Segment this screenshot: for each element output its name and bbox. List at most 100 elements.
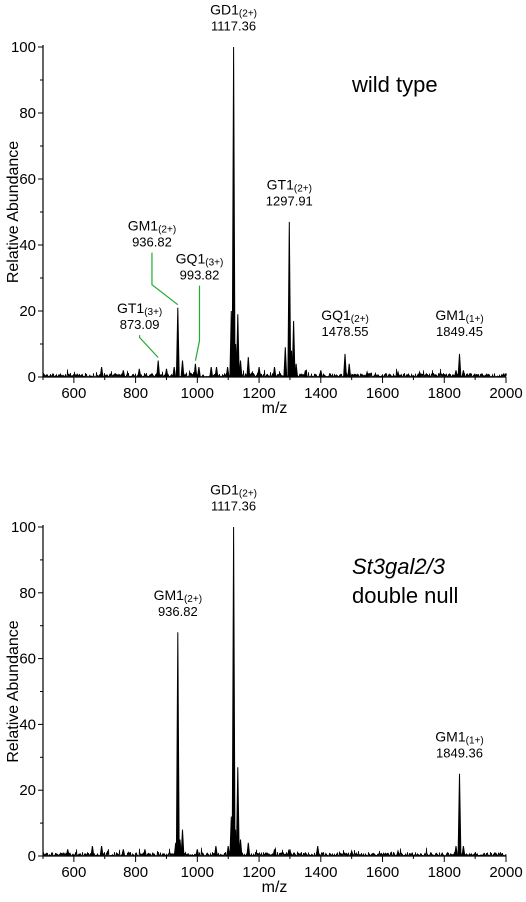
- x-tick-label: 1000: [181, 385, 214, 402]
- spectrum-peak-19: [257, 367, 261, 378]
- spectrum-peak-21: [349, 849, 354, 857]
- spectrum-peak-2: [137, 368, 142, 378]
- peak-annotation-name: GM1(2+): [154, 587, 202, 605]
- spectrum-peak-21: [283, 347, 288, 378]
- sample-label: wild type: [351, 72, 438, 97]
- x-tick-label: 600: [61, 385, 86, 402]
- y-tick-label: 100: [11, 519, 36, 536]
- spectrum-peak-17: [246, 842, 251, 857]
- y-tick-label: 80: [19, 585, 36, 602]
- spectrum-peak-0: [99, 367, 104, 378]
- peak-charge: (1+): [466, 735, 484, 746]
- peak-name: GM1: [128, 218, 159, 234]
- spectrum-peak-33: [454, 370, 458, 378]
- spectrum-peak-31: [396, 370, 400, 378]
- spectrum-peak-13: [231, 526, 236, 857]
- spectrum-peak-26: [303, 370, 308, 378]
- y-tick-label: 0: [28, 369, 36, 386]
- peak-name: GD1: [210, 482, 239, 498]
- y-tick-label: 60: [19, 651, 36, 668]
- spectrum-peak-2: [99, 846, 104, 857]
- peak-charge: (2+): [184, 594, 202, 605]
- peak-annotation-mz: 1849.45: [436, 324, 483, 339]
- x-tick-label: 1200: [242, 864, 275, 881]
- peak-annotation-mz: 936.82: [158, 604, 198, 619]
- peak-leader-line: [151, 252, 179, 306]
- x-tick-label: 1200: [242, 385, 275, 402]
- spectrum-peak-7: [180, 360, 185, 378]
- peak-leader-line: [194, 285, 201, 361]
- x-axis-title: m/z: [262, 879, 288, 896]
- x-tick-label: 1400: [304, 385, 337, 402]
- spectrum-peak-16: [235, 314, 240, 378]
- peak-name: GD1: [210, 2, 239, 18]
- y-axis-title: Relative Abundance: [5, 141, 22, 283]
- x-tick-label: 1800: [428, 385, 461, 402]
- spectrum-peak-20: [272, 367, 277, 378]
- spectrum-peak-3: [156, 360, 161, 378]
- x-tick-label: 1800: [428, 864, 461, 881]
- y-tick-label: 0: [28, 848, 36, 865]
- y-tick-label: 100: [11, 39, 36, 56]
- spectrum-peak-34: [457, 353, 462, 378]
- sample-label: double null: [352, 583, 458, 608]
- spectrum-peak-8: [193, 363, 198, 378]
- peak-charge: (2+): [351, 314, 369, 325]
- peak-charge: (2+): [239, 9, 257, 20]
- spectrum-peak-28: [343, 353, 347, 378]
- peak-leader-line: [139, 335, 159, 358]
- x-tick-label: 2000: [489, 864, 522, 881]
- spectrum-peak-4: [143, 849, 147, 857]
- spectrum-peak-15: [235, 767, 240, 857]
- spectrum-peak-30: [365, 370, 369, 378]
- y-tick-label: 20: [19, 782, 36, 799]
- peak-annotation-mz: 1117.36: [211, 19, 256, 34]
- y-tick-label: 80: [19, 105, 36, 122]
- peak-charge: (2+): [294, 183, 312, 194]
- peak-charge: (2+): [239, 489, 257, 500]
- spectrum-peak-11: [226, 846, 231, 857]
- spectrum-peak-9: [197, 367, 201, 378]
- x-tick-label: 1400: [304, 864, 337, 881]
- x-tick-label: 1600: [366, 385, 399, 402]
- peak-annotation-mz: 1297.91: [266, 193, 313, 208]
- spectrum-peak-14: [231, 46, 236, 378]
- peak-name: GT1: [267, 176, 294, 192]
- sample-label: St3gal2/3: [352, 554, 446, 579]
- peak-name: GM1: [154, 587, 185, 603]
- spectrum-peak-8: [180, 829, 185, 857]
- spectrum-peak-22: [396, 849, 400, 857]
- spectrum-peak-18: [272, 849, 277, 857]
- spectrum-peak-17: [238, 360, 243, 378]
- spectrum-peak-23: [454, 846, 458, 857]
- y-tick-label: 40: [19, 716, 36, 733]
- spectrum-peak-22: [287, 221, 292, 378]
- spectrum-peak-24: [291, 320, 296, 378]
- peak-name: GM1: [435, 307, 466, 323]
- peak-annotation-mz: 1849.36: [436, 745, 483, 760]
- peak-name: GQ1: [176, 251, 206, 267]
- peak-annotation-name: GQ1(2+): [321, 307, 369, 325]
- peak-name: GQ1: [321, 307, 351, 323]
- peak-annotation-mz: 873.09: [120, 317, 160, 332]
- spectrum-peak-20: [315, 846, 320, 857]
- peak-annotation-name: GD1(2+): [210, 482, 257, 500]
- spectrum-peak-3: [121, 849, 126, 857]
- peak-name: GM1: [435, 728, 466, 744]
- x-tick-label: 800: [123, 864, 148, 881]
- peak-annotation-mz: 1478.55: [322, 324, 369, 339]
- spectrum-peak-1: [121, 370, 126, 378]
- spectrum-peak-25: [461, 846, 466, 857]
- peak-annotation-name: GM1(1+): [435, 307, 483, 325]
- peak-annotation-mz: 993.82: [180, 268, 220, 283]
- peak-annotation-mz: 1117.36: [211, 499, 256, 514]
- peak-annotation-mz: 936.82: [132, 235, 172, 250]
- peak-charge: (2+): [158, 225, 176, 236]
- x-tick-label: 1600: [366, 864, 399, 881]
- peak-charge: (3+): [144, 307, 162, 318]
- peak-charge: (3+): [205, 258, 223, 269]
- spectrum-peak-9: [195, 849, 200, 857]
- peak-annotation-name: GQ1(3+): [176, 251, 224, 269]
- y-tick-label: 20: [19, 303, 36, 320]
